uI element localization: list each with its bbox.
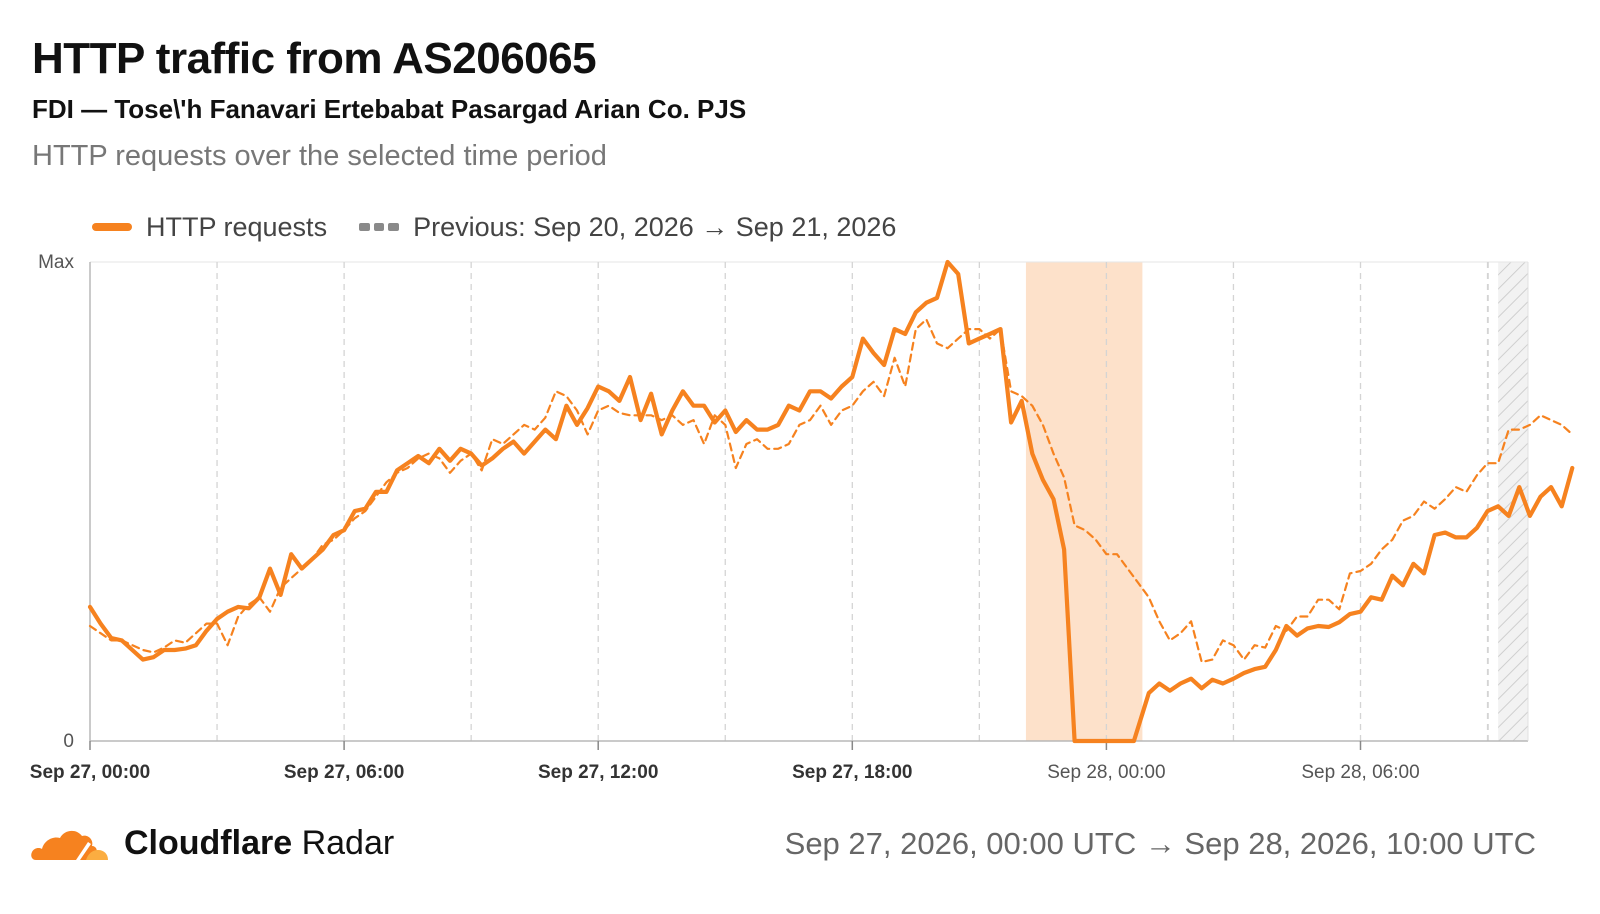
line-chart: Max 0 Sep 27, 00:00 Sep 27, 06:00 Sep 27, 12… — [30, 252, 1575, 783]
outage-highlight-band — [1025, 262, 1143, 741]
cloudflare-radar-brand: Cloudflare Radar — [30, 822, 394, 864]
series-line-previous — [88, 318, 1574, 664]
chart-title: HTTP traffic from AS206065 — [32, 34, 597, 83]
legend-item-current[interactable]: HTTP requests — [92, 212, 327, 243]
x-tick-label: Sep 27, 12:00 — [538, 762, 658, 783]
brand-name-rest: Radar — [292, 823, 395, 862]
legend-label-previous: Previous: Sep 20, 2026 → Sep 21, 2026 — [413, 211, 897, 242]
x-tick-label: Sep 27, 18:00 — [792, 762, 912, 783]
legend-item-previous[interactable]: Previous: Sep 20, 2026 → Sep 21, 2026 — [359, 212, 896, 243]
legend: HTTP requests Previous: Sep 20, 2026 → S… — [92, 210, 928, 244]
legend-swatch-solid — [92, 223, 132, 231]
brand-name-bold: Cloudflare — [124, 823, 293, 862]
x-tick-label: Sep 28, 06:00 — [1301, 762, 1419, 783]
y-tick-label-max: Max — [38, 252, 74, 273]
cloudflare-logo-icon — [31, 830, 108, 860]
x-tick-label: Sep 27, 00:00 — [30, 762, 150, 783]
legend-swatch-dashed — [359, 223, 400, 231]
x-tick-label: Sep 28, 00:00 — [1047, 762, 1165, 783]
series-line-http-requests — [87, 259, 1575, 744]
chart-subtitle: FDI — Tose\'h Fanavari Ertebabat Pasarga… — [32, 94, 747, 124]
brand-name: Cloudflare Radar — [124, 824, 394, 863]
y-tick-label-zero: 0 — [63, 731, 74, 752]
chart-description: HTTP requests over the selected time per… — [32, 140, 607, 172]
time-range: Sep 27, 2026, 00:00 UTC → Sep 28, 2026, … — [784, 826, 1536, 861]
legend-label-current: HTTP requests — [146, 211, 328, 242]
x-tick-label: Sep 27, 06:00 — [284, 762, 404, 783]
